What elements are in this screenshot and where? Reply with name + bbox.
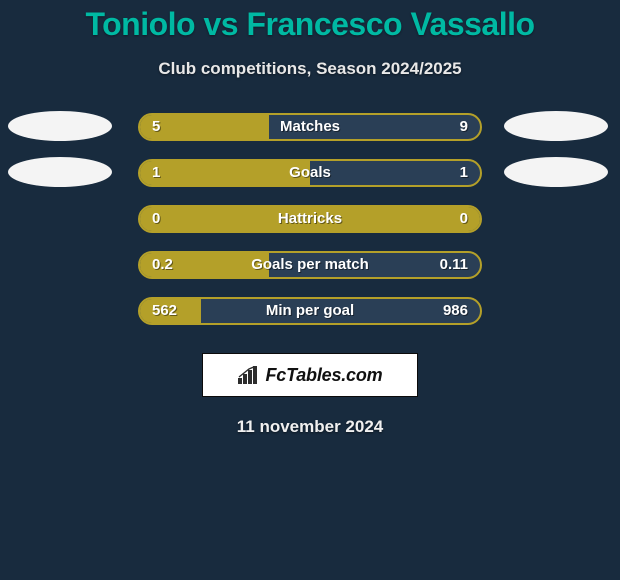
stat-bar: 59Matches xyxy=(138,113,482,141)
stat-row: 562986Min per goal xyxy=(0,297,620,343)
stat-bar: 11Goals xyxy=(138,159,482,187)
stat-bar: 0.20.11Goals per match xyxy=(138,251,482,279)
stat-label: Hattricks xyxy=(140,207,480,231)
player-left-ellipse xyxy=(8,157,112,187)
page-title: Toniolo vs Francesco Vassallo xyxy=(0,0,620,43)
stat-label: Min per goal xyxy=(140,299,480,323)
player-right-ellipse xyxy=(504,111,608,141)
stat-label: Goals per match xyxy=(140,253,480,277)
brand-text: FcTables.com xyxy=(266,365,383,386)
player-right-ellipse xyxy=(504,157,608,187)
stat-bar: 00Hattricks xyxy=(138,205,482,233)
stat-label: Goals xyxy=(140,161,480,185)
page-date: 11 november 2024 xyxy=(0,417,620,437)
stat-row: 0.20.11Goals per match xyxy=(0,251,620,297)
stat-label: Matches xyxy=(140,115,480,139)
stat-bar: 562986Min per goal xyxy=(138,297,482,325)
brand-box: FcTables.com xyxy=(202,353,418,397)
player-left-ellipse xyxy=(8,111,112,141)
comparison-rows: 59Matches 11Goals 00Hattricks 0.20.11Goals … xyxy=(0,113,620,343)
stat-row: 00Hattricks xyxy=(0,205,620,251)
stat-row: 11Goals xyxy=(0,159,620,205)
bar-chart-icon xyxy=(238,366,260,384)
page-subtitle: Club competitions, Season 2024/2025 xyxy=(0,59,620,79)
stat-row: 59Matches xyxy=(0,113,620,159)
root: Toniolo vs Francesco Vassallo Club compe… xyxy=(0,0,620,580)
